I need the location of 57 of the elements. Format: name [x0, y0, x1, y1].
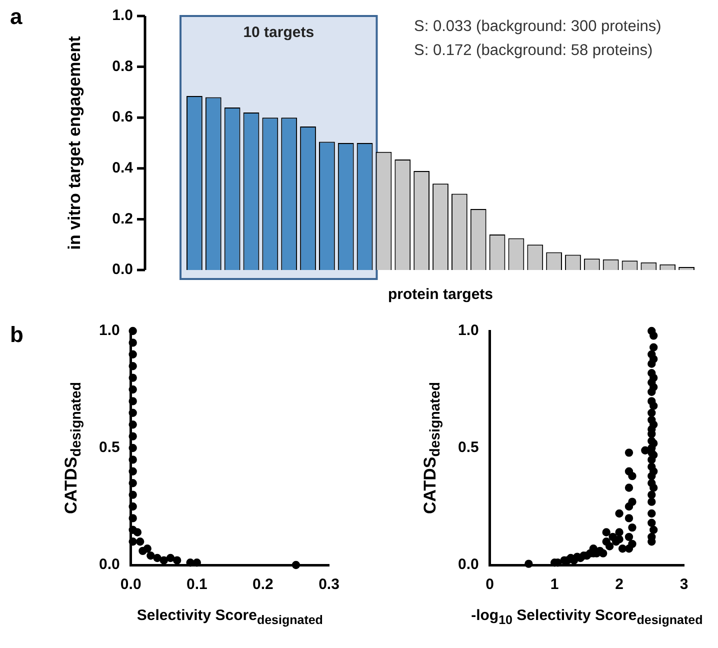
x-tick-label: 2 [615, 576, 624, 594]
x-tick-label: 0 [486, 576, 494, 594]
y-tick-label: 1.0 [112, 7, 133, 24]
y-tick-label: 0.5 [98, 439, 120, 456]
x-tick-label: 0.1 [186, 576, 208, 594]
point [166, 554, 175, 562]
point [133, 528, 142, 536]
annotation: S: 0.172 (background: 58 proteins) [414, 42, 653, 60]
y-tick-label: 0.0 [112, 261, 133, 278]
y-tick-label: 0.2 [112, 210, 133, 228]
point [128, 432, 137, 440]
point [128, 502, 137, 511]
x-tick-label: 3 [680, 576, 688, 594]
point [128, 326, 137, 336]
point [192, 558, 201, 567]
point [143, 544, 152, 553]
point [160, 556, 168, 564]
point [128, 385, 137, 394]
point [128, 420, 137, 429]
x-axis-title: protein targets [388, 286, 494, 303]
point [136, 538, 144, 546]
y-tick-label: 0.8 [112, 58, 133, 75]
point [292, 560, 300, 570]
y-tick-label: 1.0 [98, 322, 120, 340]
annotation: 10 targets [243, 24, 314, 41]
y-tick-label: 0.5 [458, 439, 479, 456]
x-tick-label: 1 [550, 576, 559, 594]
point [128, 490, 137, 499]
x-tick-label: 0.3 [318, 576, 340, 594]
point [153, 554, 162, 562]
point [172, 556, 182, 564]
point [128, 479, 137, 488]
point [128, 408, 137, 417]
point [128, 350, 137, 358]
y-tick-label: 1.0 [458, 322, 479, 340]
x-tick-label: 0.2 [252, 576, 274, 594]
point [128, 467, 137, 476]
point [128, 444, 137, 452]
y-axis-title: in vitro target engagement [65, 36, 85, 250]
point [128, 514, 137, 522]
x-axis-title: -log$_{10}$ Selectivity Score$_{designated}$ [471, 607, 703, 627]
x-axis-title: Selectivity Score$_{designated}$ [136, 607, 323, 627]
point [128, 538, 137, 546]
point [146, 552, 155, 560]
point [186, 558, 194, 567]
point [128, 362, 137, 370]
point [128, 338, 137, 347]
text: b [10, 322, 24, 348]
point [128, 456, 137, 464]
text: a [10, 4, 22, 30]
y-tick-label: 0.0 [458, 556, 479, 574]
y-tick-label: 0.4 [112, 160, 134, 177]
point [128, 374, 137, 382]
y-tick-label: 0.6 [112, 108, 133, 126]
y-tick-label: 0.0 [98, 556, 120, 574]
point [128, 397, 137, 406]
annotation: S: 0.033 (background: 300 proteins) [414, 18, 662, 36]
